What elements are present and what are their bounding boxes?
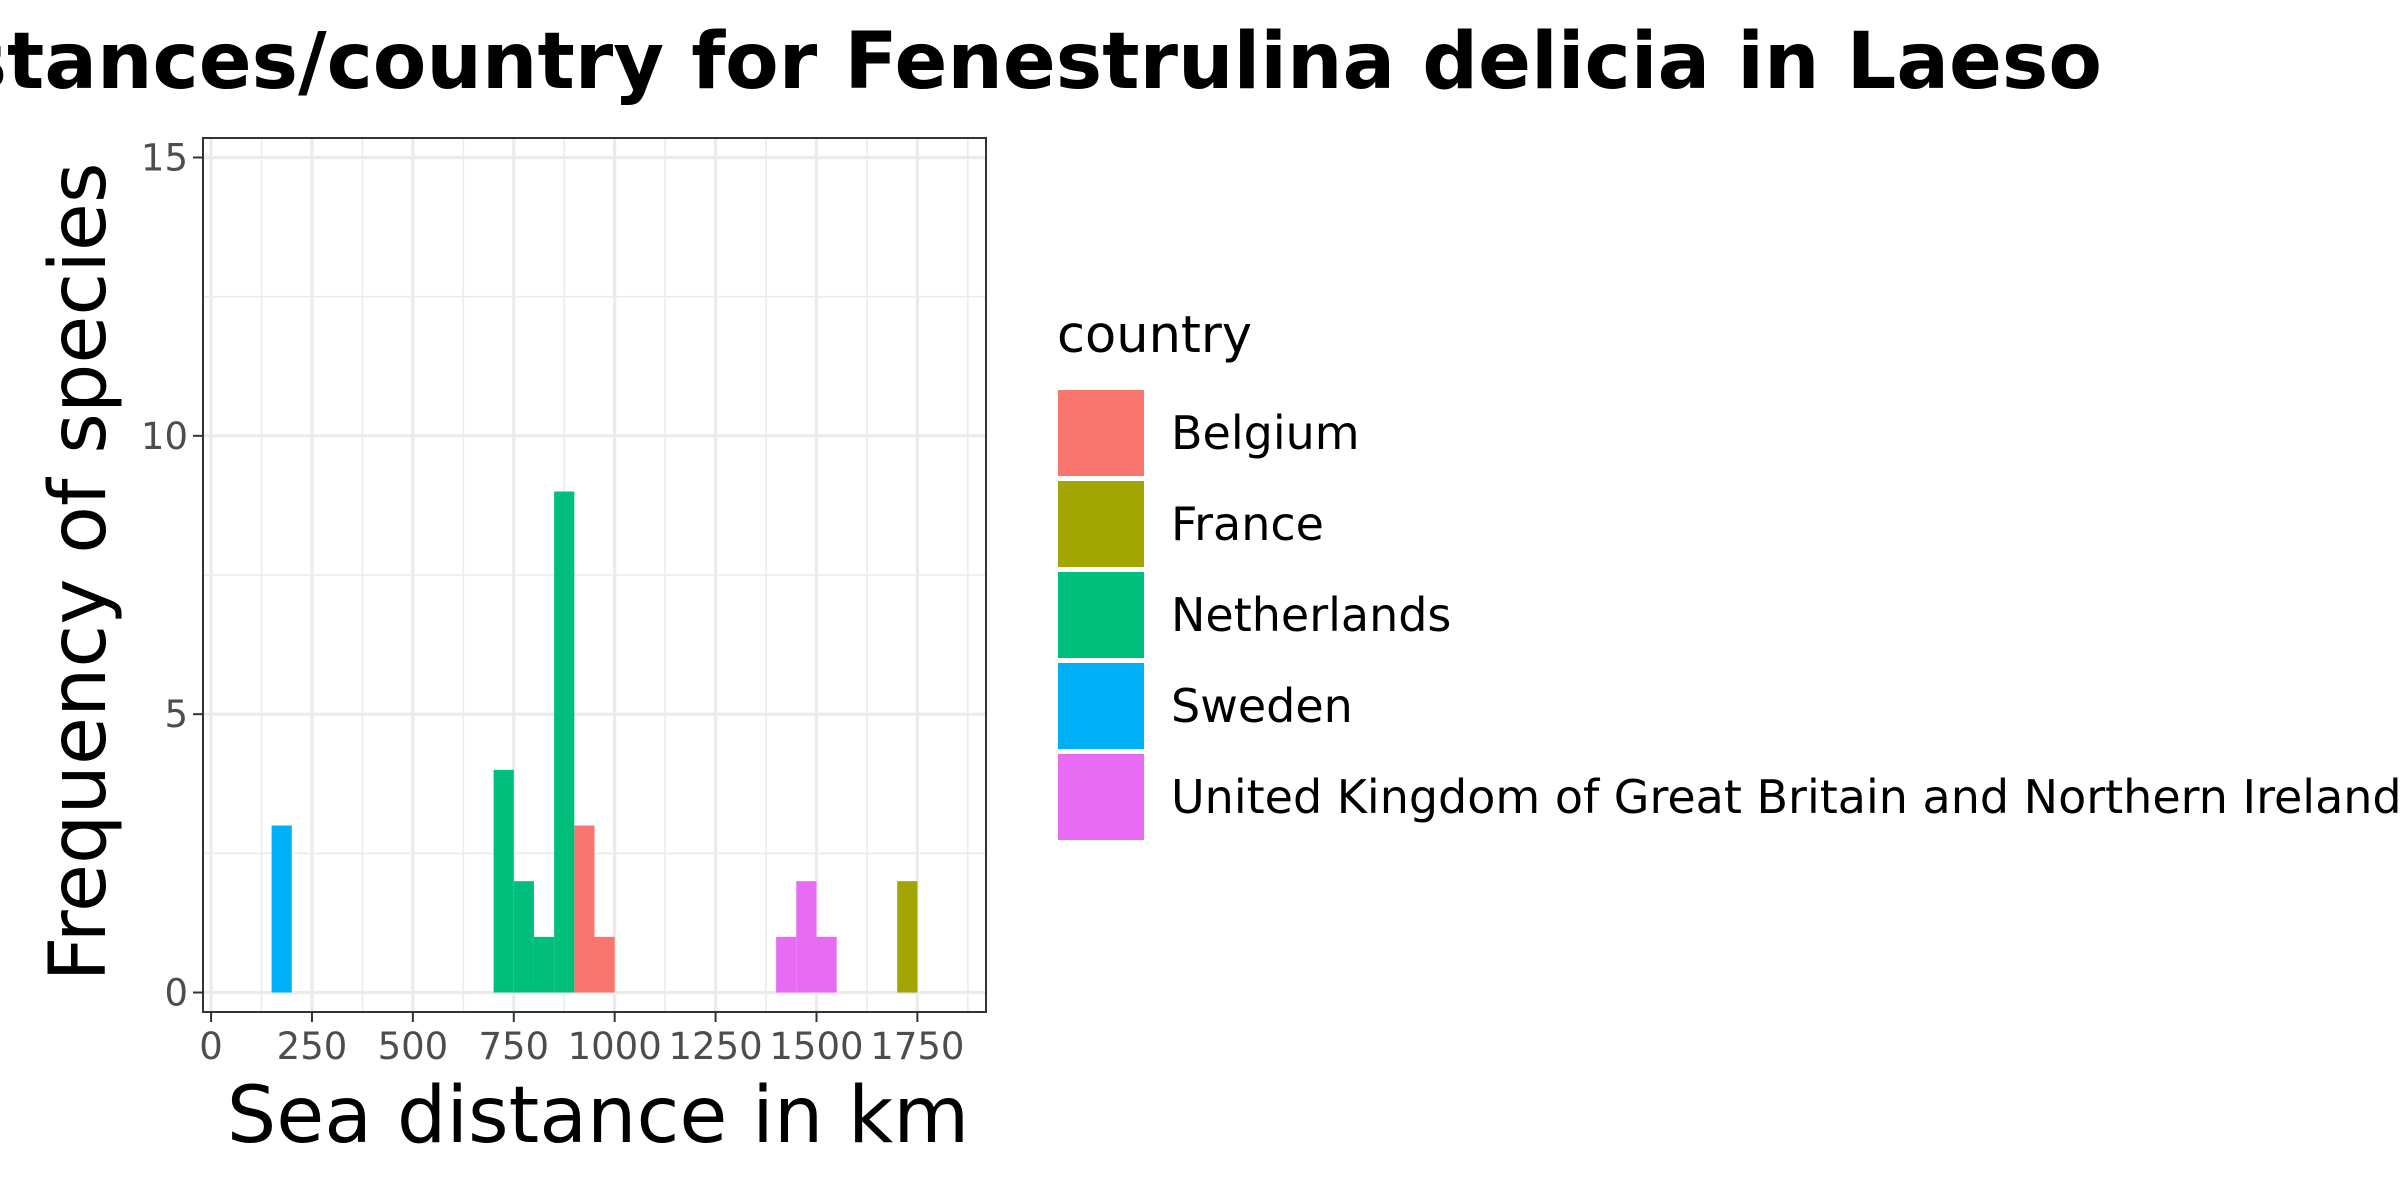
legend-key [1058,663,1144,749]
y-axis-label: Frequency of species [34,162,124,981]
bar [796,881,817,993]
x-tick-label: 1750 [870,1025,964,1068]
x-axis-label: Sea distance in km [227,1071,969,1161]
legend-label: France [1171,497,1324,551]
bar [816,936,837,993]
grid-lines [203,138,986,1012]
x-tick-label: 250 [277,1025,348,1068]
legend-key [1058,390,1144,476]
legend-label: United Kingdom of Great Britain and Nort… [1171,770,2400,824]
plot-border [202,137,987,1013]
x-tick-label: 0 [199,1025,223,1068]
x-tick-label: 750 [478,1025,549,1068]
bar [897,881,918,993]
bar [271,825,292,993]
x-tick-label: 1500 [769,1025,863,1068]
bars [271,491,918,993]
x-tick-label: 1250 [668,1025,762,1068]
y-tick-label: 10 [141,415,188,458]
bar [513,881,534,993]
legend-label: Belgium [1171,406,1360,460]
bar [574,825,595,993]
y-tick-label: 15 [141,136,188,179]
x-tick-label: 1000 [568,1025,662,1068]
legend-label: Sweden [1171,679,1353,733]
bar [493,769,514,993]
bar [533,936,555,993]
legend-key [1058,481,1144,567]
chart-title: distances/country for Fenestrulina delic… [0,17,2102,107]
axes: 0 250 500 750 1000 1250 1500 1750 0 5 10 15 [141,136,965,1068]
y-tick-label: 5 [164,693,188,736]
legend-title: country [1057,306,1252,365]
x-tick-label: 500 [378,1025,449,1068]
bar [594,936,615,993]
y-tick-label: 0 [164,972,188,1015]
legend-key [1058,754,1144,840]
bar [554,491,575,993]
legend: Belgium France Netherlands Sweden United Kin… [1058,390,2400,840]
legend-key [1058,572,1144,658]
legend-label: Netherlands [1171,588,1451,642]
bar [776,936,797,993]
